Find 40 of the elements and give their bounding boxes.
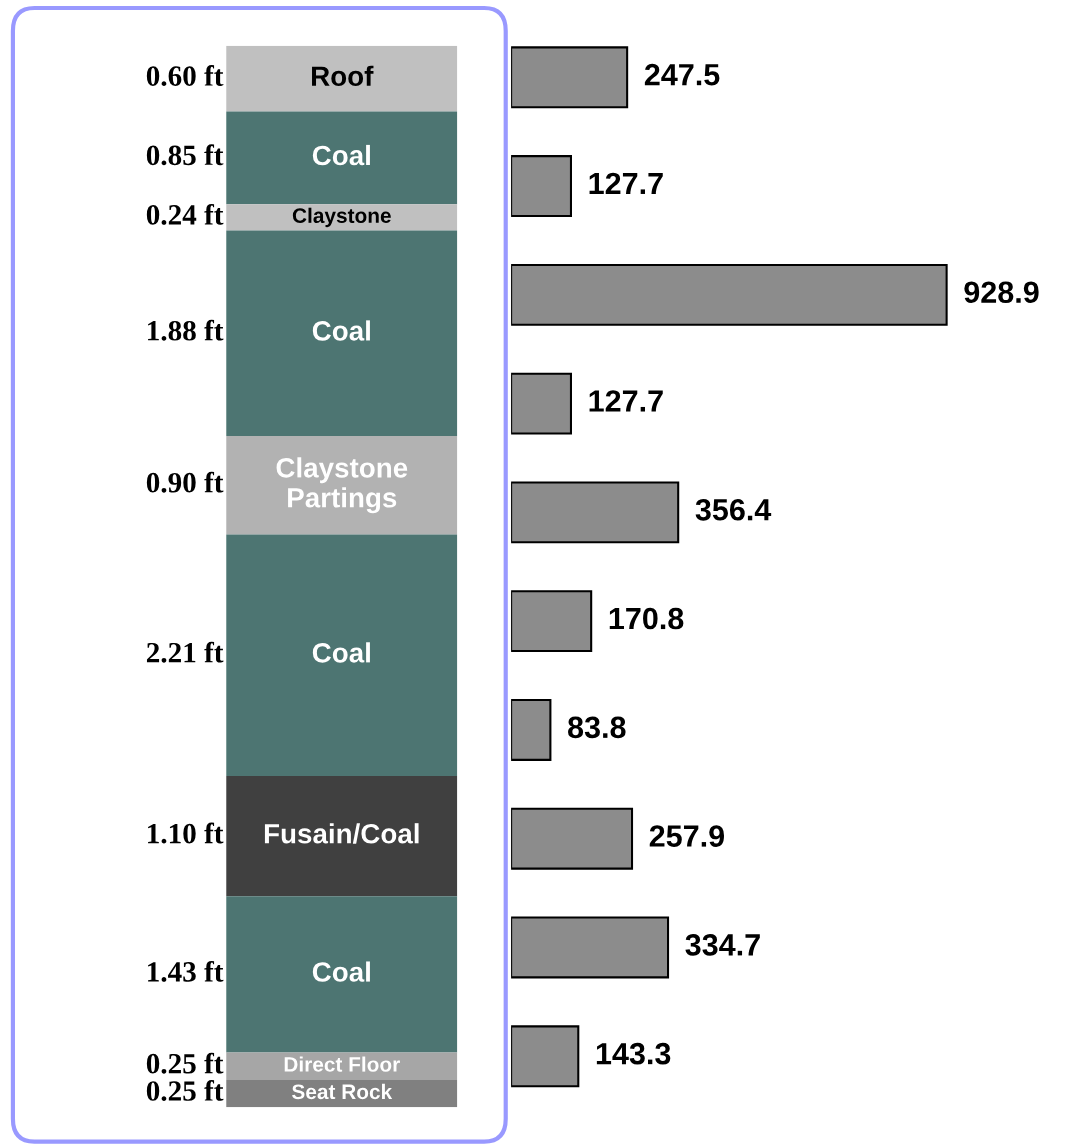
data-label: 1.10 ft xyxy=(148,822,224,844)
category-label: Roof xyxy=(312,65,374,87)
bar xyxy=(511,807,634,870)
bar xyxy=(511,372,573,435)
data-label: 1.43 ft xyxy=(148,960,224,982)
category-label: Coal xyxy=(312,320,370,341)
data-label: 257.9 xyxy=(649,825,725,847)
data-label: 0.85 ft xyxy=(146,144,224,166)
data-label: 127.7 xyxy=(589,390,663,412)
bar xyxy=(511,46,629,109)
data-label: 1.88 ft xyxy=(148,319,224,341)
data-label: 143.3 xyxy=(596,1042,671,1065)
bar xyxy=(511,1025,580,1088)
category-label: Fusain/Coal xyxy=(264,823,419,844)
data-label: 83.8 xyxy=(568,716,626,739)
data-label: 2.21 ft xyxy=(146,641,224,663)
data-label: 356.4 xyxy=(695,498,772,521)
bar xyxy=(511,916,670,979)
bar xyxy=(511,590,593,653)
category-label: Claystone xyxy=(292,207,391,228)
category-label: Seat Rock xyxy=(292,1083,393,1100)
data-label: 334.7 xyxy=(685,934,760,956)
data-label: 247.5 xyxy=(644,63,720,86)
data-label: 0.60 ft xyxy=(146,65,224,87)
data-label: 0.25 ft xyxy=(146,1080,224,1101)
category-label: Coal xyxy=(312,961,370,982)
data-label: 0.90 ft xyxy=(146,471,224,493)
category-label: Coal xyxy=(312,642,370,663)
data-label: 0.24 ft xyxy=(146,203,224,225)
bar xyxy=(511,263,948,326)
data-label: 127.7 xyxy=(589,172,663,194)
category-label: Coal xyxy=(312,144,370,166)
category-label: Claystone Partings xyxy=(276,457,408,514)
data-label: 928.9 xyxy=(964,281,1039,304)
data-label: 170.8 xyxy=(609,607,684,630)
bar xyxy=(511,481,680,544)
data-label: 0.25 ft xyxy=(146,1052,224,1074)
bar xyxy=(511,698,552,761)
category-label: Direct Floor xyxy=(284,1056,400,1072)
bar xyxy=(511,155,573,218)
